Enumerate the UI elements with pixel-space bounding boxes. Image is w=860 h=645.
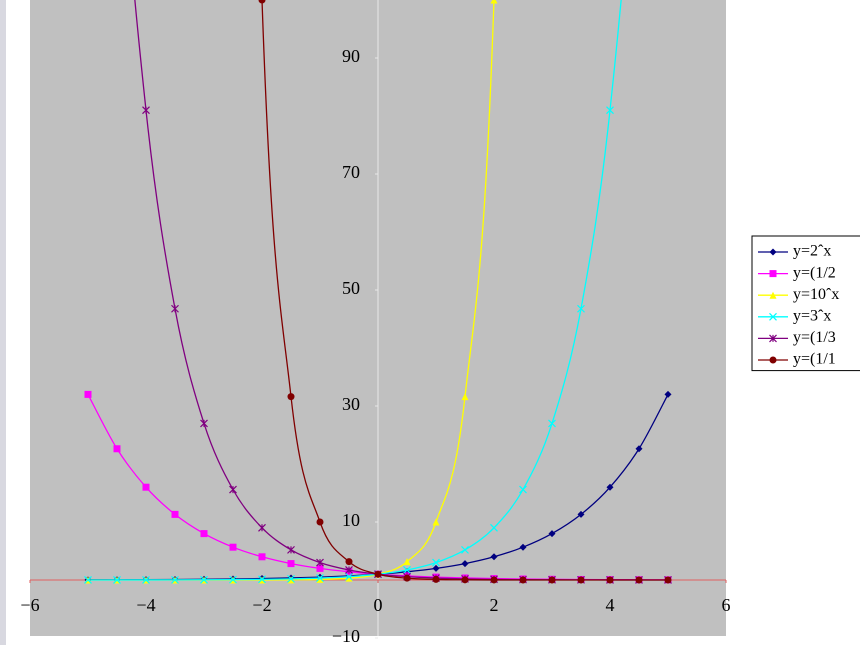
data-point: [258, 553, 266, 561]
x-tick-label: 2: [490, 595, 499, 615]
legend-label: y=(1/3: [793, 329, 836, 346]
data-point: [258, 0, 266, 4]
data-point: [113, 445, 121, 453]
data-point: [316, 574, 324, 582]
x-tick-label: −2: [252, 595, 271, 615]
data-point: [490, 0, 498, 4]
x-tick-label: −4: [136, 595, 155, 615]
legend-marker: [769, 291, 777, 299]
legend-label: y=2ˆx: [793, 243, 831, 260]
legend-marker: [769, 356, 777, 364]
legend-marker: [769, 270, 777, 278]
sheet-edge: [0, 0, 6, 645]
legend-marker: [769, 334, 777, 343]
legend-marker: [769, 248, 777, 256]
y-tick-label: 50: [342, 278, 360, 298]
data-point: [461, 560, 469, 568]
data-point: [316, 518, 324, 526]
data-point: [258, 575, 266, 584]
data-point: [664, 390, 672, 398]
data-point: [84, 390, 92, 398]
data-point: [577, 510, 585, 518]
data-point: [635, 445, 643, 453]
data-point: [635, 576, 643, 584]
data-point: [171, 575, 179, 584]
data-point: [403, 558, 411, 566]
data-point: [577, 304, 585, 313]
data-point: [490, 523, 498, 532]
data-point: [287, 393, 295, 401]
data-point: [345, 574, 353, 582]
data-point: [519, 543, 527, 551]
data-point: [229, 575, 237, 584]
data-point: [664, 576, 672, 584]
x-tick-label: 0: [374, 595, 383, 615]
legend-label: y=(1/1: [793, 351, 836, 368]
data-point: [432, 564, 440, 572]
data-point: [171, 510, 179, 518]
x-tick-label: 6: [722, 595, 731, 615]
data-point: [345, 566, 353, 574]
data-point: [316, 564, 324, 572]
plot-area: −10 10 30 50 70 90 −6 −4 −2 0 2 4 6: [20, 0, 731, 645]
data-point: [316, 575, 324, 583]
y-tick-label: −10: [332, 626, 360, 645]
data-point: [171, 304, 179, 313]
data-point: [345, 558, 353, 566]
data-point: [606, 483, 614, 491]
data-point: [258, 523, 266, 532]
series-layer: [84, 0, 672, 584]
data-point: [548, 419, 556, 428]
data-point: [316, 558, 324, 567]
data-point: [461, 576, 469, 584]
legend-label: y=10ˆx: [793, 286, 839, 303]
data-point: [606, 106, 614, 115]
data-point: [548, 530, 556, 538]
data-point: [432, 518, 440, 526]
data-point: [403, 566, 411, 574]
legend-marker: [769, 312, 777, 321]
legend-label: y=3ˆx: [793, 307, 831, 324]
data-point: [548, 576, 556, 584]
x-tick-label: 4: [606, 595, 615, 615]
data-point: [200, 530, 208, 538]
data-point: [345, 572, 353, 581]
data-point: [432, 575, 440, 583]
y-tick-label: 30: [342, 394, 360, 414]
x-tick-label: −6: [20, 595, 39, 615]
data-point: [287, 574, 295, 583]
data-point: [200, 575, 208, 584]
data-point: [490, 576, 498, 584]
data-point: [287, 560, 295, 568]
data-point: [577, 576, 585, 584]
data-point: [374, 570, 382, 578]
data-point: [461, 393, 469, 401]
data-point: [606, 576, 614, 584]
y-tick-label: 10: [342, 510, 360, 530]
data-point: [200, 419, 208, 428]
data-point: [142, 576, 150, 584]
data-point: [519, 576, 527, 584]
data-point: [432, 558, 440, 567]
legend: y=2ˆx y=(1/2 y=10ˆx y=3ˆx y=(1/3 y=(1/1: [751, 235, 860, 372]
data-point: [287, 545, 295, 554]
legend-label: y=(1/2: [793, 264, 836, 281]
y-tick-label: 90: [342, 46, 360, 66]
data-point: [287, 576, 295, 584]
data-point: [229, 543, 237, 551]
data-point: [84, 576, 92, 584]
data-point: [519, 485, 527, 494]
data-point: [113, 576, 121, 584]
y-tick-label: 70: [342, 162, 360, 182]
data-point: [490, 553, 498, 561]
data-point: [403, 574, 411, 582]
data-point: [461, 545, 469, 554]
data-point: [142, 483, 150, 491]
data-point: [229, 485, 237, 494]
legend-box: [751, 235, 860, 372]
data-point: [142, 106, 150, 115]
